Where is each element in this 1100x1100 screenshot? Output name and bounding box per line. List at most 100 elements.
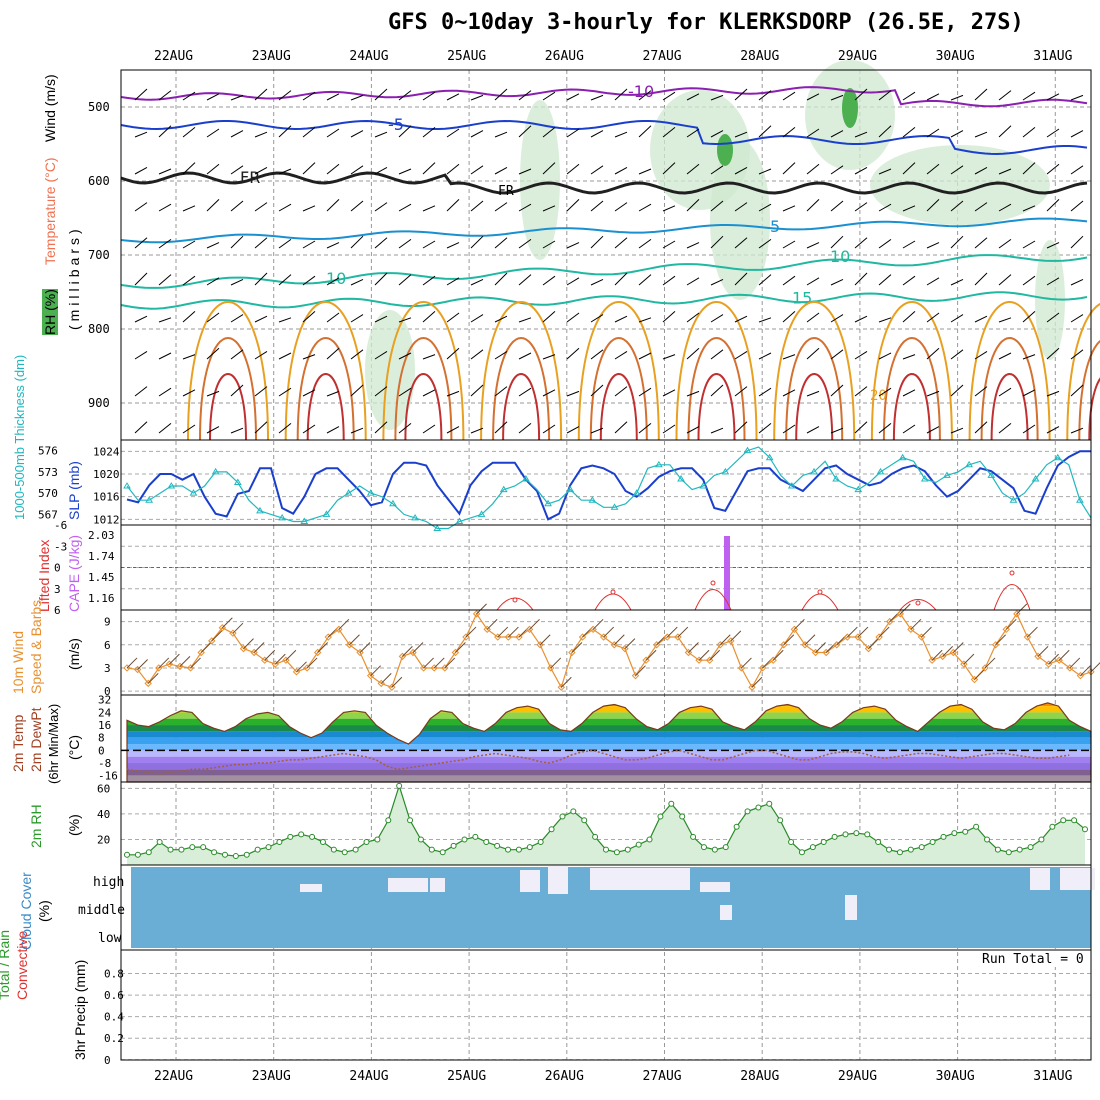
wind-speed-marker bbox=[494, 633, 502, 641]
wind-barb bbox=[422, 354, 436, 360]
thickness-marker bbox=[654, 460, 663, 468]
wind-barb-10m bbox=[306, 657, 318, 669]
thickness-marker bbox=[455, 517, 464, 524]
wind-barb-10m bbox=[783, 634, 795, 646]
wind-barb bbox=[1022, 91, 1036, 101]
wind-barb bbox=[710, 130, 724, 138]
temp-band bbox=[127, 731, 1091, 738]
wind-barb-10m bbox=[910, 618, 922, 630]
wind-speed-marker bbox=[811, 648, 820, 657]
contour-label: 10 bbox=[326, 269, 346, 288]
rh-2m-marker bbox=[646, 836, 653, 843]
slp-ytick: 1016 bbox=[93, 491, 120, 504]
temp-band bbox=[127, 702, 1091, 707]
wind-barb bbox=[422, 311, 436, 323]
precip-ytick: 0.8 bbox=[104, 968, 124, 981]
wind-barb bbox=[206, 347, 220, 360]
wind-speed-marker bbox=[674, 633, 682, 641]
lifted-index-curve bbox=[899, 599, 937, 611]
rh-2m-marker bbox=[635, 841, 642, 848]
cape-ylabel: CAPE (J/kg) bbox=[66, 534, 82, 612]
wind-barb bbox=[1046, 199, 1060, 212]
temp-band bbox=[127, 775, 1091, 782]
wind-barb bbox=[566, 312, 580, 323]
wind-barb bbox=[686, 277, 700, 286]
wind10m-ylabel-1: 10m Wind bbox=[10, 630, 26, 694]
wind-barb bbox=[614, 202, 628, 212]
rh-2m-marker bbox=[548, 826, 555, 833]
wind-barb bbox=[134, 421, 148, 434]
wind-barb bbox=[686, 242, 700, 249]
wind-barb bbox=[422, 389, 436, 397]
wind-barb bbox=[518, 238, 532, 249]
warm-contour bbox=[480, 301, 563, 441]
wind-barb bbox=[974, 237, 988, 249]
warm-contour bbox=[882, 337, 941, 441]
rh-2m-marker bbox=[592, 833, 599, 840]
wind-barb bbox=[182, 240, 196, 249]
wind-barb bbox=[590, 130, 604, 138]
wind-barb bbox=[590, 235, 604, 249]
contour-minus5 bbox=[120, 119, 1088, 156]
wind-speed-marker bbox=[366, 671, 375, 680]
wind-speed-marker bbox=[218, 624, 227, 632]
wind-barb bbox=[638, 352, 652, 360]
wind-barb bbox=[350, 200, 364, 212]
li-ytick: 0 bbox=[54, 562, 61, 575]
wind-barb bbox=[590, 314, 604, 323]
wind-barb-10m bbox=[200, 642, 212, 653]
rh-2m-marker bbox=[581, 817, 588, 824]
wind-barb bbox=[830, 130, 844, 138]
wind-barb bbox=[350, 278, 364, 286]
rh-2m-marker bbox=[777, 817, 784, 824]
thickness-marker bbox=[411, 513, 419, 521]
rh-2m-marker bbox=[265, 844, 272, 851]
thickness-marker bbox=[832, 474, 841, 482]
wind-barb bbox=[326, 277, 340, 286]
wind-speed-marker bbox=[695, 656, 703, 664]
wind-speed-marker bbox=[1013, 610, 1021, 618]
temp-band bbox=[127, 744, 1091, 751]
wind-barb bbox=[206, 163, 220, 175]
wind-barb bbox=[926, 347, 940, 360]
wind-barb bbox=[974, 386, 988, 397]
wind-barb bbox=[566, 390, 580, 397]
wind-barb bbox=[638, 387, 652, 397]
wind-barb-10m bbox=[1005, 618, 1017, 630]
wind-barb bbox=[254, 166, 268, 175]
rh-2m-marker bbox=[853, 830, 860, 837]
wind-barb bbox=[350, 94, 364, 101]
wind-speed-marker bbox=[1002, 625, 1010, 634]
temp-band bbox=[127, 756, 1091, 764]
wind-barb bbox=[182, 275, 196, 286]
wind-barb bbox=[662, 162, 676, 175]
temp-band bbox=[127, 712, 1091, 719]
warm-contour bbox=[492, 337, 551, 441]
rh-2m-marker bbox=[134, 851, 141, 858]
cape-ytick: 1.45 bbox=[88, 571, 115, 584]
wind-barb-10m bbox=[529, 618, 540, 630]
wind-barb-10m bbox=[380, 673, 392, 684]
contour-label: 20 bbox=[870, 388, 887, 404]
warm-contour bbox=[502, 373, 541, 441]
wind-barb-10m bbox=[846, 626, 858, 638]
wind-barb bbox=[854, 202, 868, 212]
wind-barb bbox=[542, 240, 556, 249]
wind-barb bbox=[758, 203, 772, 212]
rh-2m-marker bbox=[744, 808, 751, 815]
wind-speed-marker bbox=[748, 683, 756, 691]
rh-2m-marker bbox=[287, 833, 294, 840]
wind-barb bbox=[590, 165, 604, 175]
rh-2m-marker bbox=[886, 846, 893, 853]
slp-ylabel: SLP (mb) bbox=[66, 461, 82, 520]
rh-2m-marker bbox=[798, 849, 805, 856]
wind-barb bbox=[1022, 311, 1036, 323]
wind-speed-marker bbox=[991, 641, 1000, 649]
wind-barb bbox=[1046, 390, 1060, 397]
wind-barb bbox=[782, 240, 796, 249]
wind-barb bbox=[470, 94, 484, 101]
rh-2m-marker bbox=[994, 846, 1001, 853]
wind-barb bbox=[662, 275, 676, 286]
wind-speed-marker bbox=[398, 652, 407, 661]
